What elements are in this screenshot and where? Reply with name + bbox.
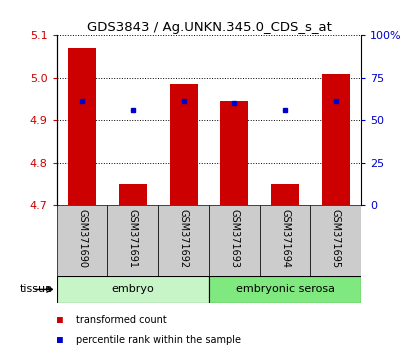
Bar: [119, 184, 147, 205]
Bar: [209, 276, 361, 303]
Text: GSM371693: GSM371693: [229, 209, 239, 268]
Text: ■: ■: [57, 335, 63, 345]
Text: ■: ■: [57, 315, 63, 325]
Bar: [108, 205, 158, 276]
Bar: [220, 101, 248, 205]
Text: tissue: tissue: [19, 284, 52, 295]
Bar: [158, 205, 209, 276]
Text: GSM371695: GSM371695: [331, 209, 341, 268]
Text: GSM371691: GSM371691: [128, 209, 138, 268]
Bar: [271, 184, 299, 205]
Bar: [209, 205, 260, 276]
Bar: [260, 205, 310, 276]
Text: GSM371692: GSM371692: [178, 209, 189, 268]
Bar: [170, 84, 197, 205]
Title: GDS3843 / Ag.UNKN.345.0_CDS_s_at: GDS3843 / Ag.UNKN.345.0_CDS_s_at: [87, 21, 331, 34]
Text: percentile rank within the sample: percentile rank within the sample: [76, 335, 241, 345]
Bar: [322, 74, 350, 205]
Bar: [57, 276, 209, 303]
Text: embryonic serosa: embryonic serosa: [236, 284, 335, 295]
Bar: [310, 205, 361, 276]
Text: transformed count: transformed count: [76, 315, 166, 325]
Text: embryo: embryo: [111, 284, 154, 295]
Bar: [68, 48, 96, 205]
Text: GSM371690: GSM371690: [77, 209, 87, 268]
Bar: [57, 205, 108, 276]
Text: GSM371694: GSM371694: [280, 209, 290, 268]
